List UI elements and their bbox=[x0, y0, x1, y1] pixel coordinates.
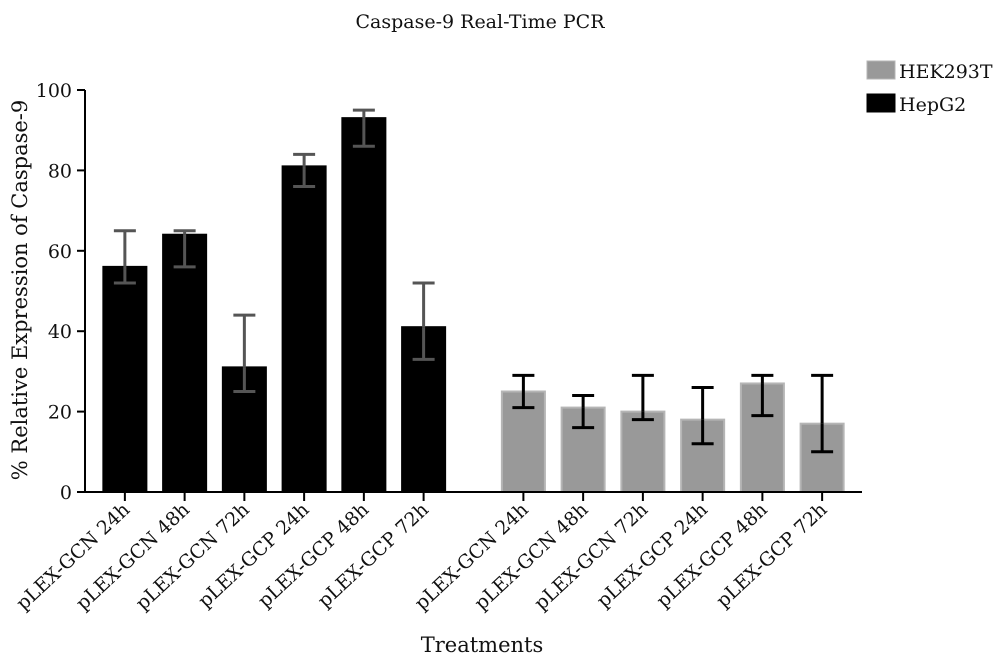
legend-label: HepG2 bbox=[899, 94, 966, 116]
y-axis-label: % Relative Expression of Caspase-9 bbox=[8, 100, 32, 481]
y-tick-label: 80 bbox=[48, 160, 72, 182]
y-tick-label: 60 bbox=[48, 241, 72, 263]
bar bbox=[281, 165, 327, 493]
x-tick-label: pLEX-GCP 72h bbox=[712, 499, 831, 613]
legend-swatch bbox=[866, 93, 896, 113]
y-tick-label: 20 bbox=[48, 402, 72, 424]
chart-title: Caspase-9 Real-Time PCR bbox=[355, 11, 605, 33]
legend-swatch bbox=[866, 60, 896, 80]
y-tick-label: 100 bbox=[36, 80, 72, 102]
legend-label: HEK293T bbox=[899, 61, 993, 83]
bar bbox=[620, 410, 666, 494]
bar bbox=[102, 265, 148, 493]
bar bbox=[162, 233, 208, 493]
bar bbox=[341, 117, 387, 493]
y-tick-label: 0 bbox=[60, 482, 72, 504]
x-axis-label: Treatments bbox=[421, 633, 544, 657]
y-tick-label: 40 bbox=[48, 321, 72, 343]
